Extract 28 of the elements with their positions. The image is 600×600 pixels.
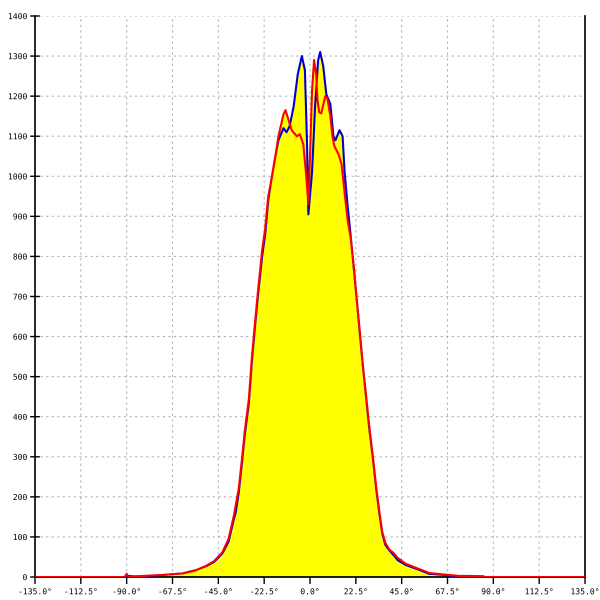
- y-tick-label: 900: [13, 213, 27, 220]
- y-tick-label: 1200: [8, 93, 27, 100]
- x-tick-label: 0.0°: [300, 588, 319, 594]
- y-tick-label: 300: [13, 454, 27, 460]
- x-tick-label: -67.5°: [159, 588, 186, 594]
- y-tick-label: 800: [13, 254, 27, 260]
- y-tick-label: 200: [13, 494, 27, 500]
- x-tick-label: -45.0°: [205, 588, 232, 594]
- x-tick-label: -22.5°: [251, 588, 278, 594]
- x-tick-label: 45.0°: [390, 588, 413, 594]
- x-tick-label: -112.5°: [65, 588, 97, 594]
- y-tick-label: 1100: [8, 133, 27, 140]
- y-tick-label: 400: [13, 414, 27, 420]
- y-tick-label: 1000: [8, 173, 27, 180]
- y-tick-label: 500: [13, 374, 27, 380]
- y-tick-label: 600: [13, 334, 27, 340]
- y-tick-label: 1300: [8, 53, 27, 60]
- y-tick-label: 1400: [8, 13, 27, 20]
- x-tick-label: 67.5°: [436, 588, 458, 594]
- x-tick-label: 90.0°: [482, 588, 504, 594]
- x-tick-label: 22.5°: [344, 588, 367, 594]
- x-tick-label: -135.0°: [19, 588, 51, 594]
- x-tick-label: 112.5°: [526, 588, 553, 594]
- x-tick-label: -90.0°: [114, 588, 140, 594]
- y-tick-label: 700: [13, 294, 27, 300]
- y-tick-label: 100: [14, 534, 27, 540]
- x-tick-label: 135.0°: [571, 588, 598, 594]
- y-tick-label: 0: [23, 574, 27, 580]
